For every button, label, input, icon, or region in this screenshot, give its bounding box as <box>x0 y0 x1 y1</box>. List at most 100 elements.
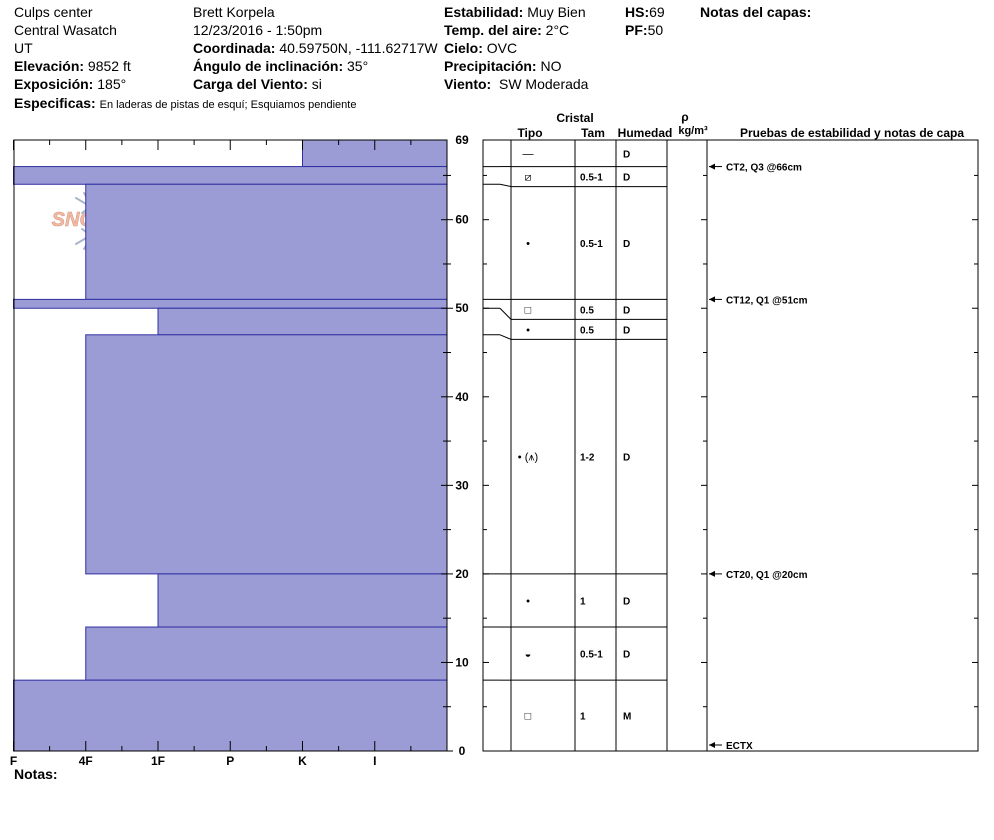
penetration-foot: PF:50 <box>625 21 663 39</box>
specifics-label: Especificas: <box>14 95 96 111</box>
elevation: Elevación: 9852 ft <box>14 57 131 75</box>
test-arrow <box>709 296 715 303</box>
crystal-type: ◒ <box>525 649 532 661</box>
sky: Cielo: OVC <box>444 39 517 57</box>
sky-label: Cielo: <box>444 40 483 56</box>
hs-value: 69 <box>649 4 665 20</box>
wind-load-label: Carga del Viento: <box>193 76 308 92</box>
hardness-tick-label: I <box>373 754 376 768</box>
type-header: Tipo <box>517 126 542 140</box>
hardness-bars <box>13 139 448 752</box>
layer-notes-label: Notas del capas: <box>700 4 812 20</box>
state: UT <box>14 40 33 56</box>
wind-load: Carga del Viento: si <box>193 75 322 93</box>
wind-value: SW Moderada <box>498 76 589 92</box>
hardness-tick-label: 1F <box>151 754 165 768</box>
layer-moisture: D <box>623 325 630 336</box>
precip-label: Precipitación: <box>444 58 537 74</box>
aspect-label: Exposición: <box>14 76 94 92</box>
snow-height: HS:69 <box>625 3 665 21</box>
test-arrow <box>709 570 715 577</box>
crystal-size: 0.5-1 <box>580 650 603 661</box>
depth-tick-label: 40 <box>455 390 469 404</box>
observation-datetime: 12/23/2016 - 1:50pm <box>193 22 323 38</box>
density-unit-header: kg/m³ <box>678 125 708 137</box>
test-label: CT20, Q1 @20cm <box>726 570 808 581</box>
observer-name: Brett Korpela <box>193 4 275 20</box>
hardness-tick-label: K <box>298 754 307 768</box>
air-temp-value: 2°C <box>545 22 570 38</box>
layer-moisture: D <box>623 305 630 316</box>
hardness-bar <box>85 334 448 575</box>
stability-label: Estabilidad: <box>444 4 524 20</box>
rho-header: ρ <box>681 110 688 124</box>
coordinates: Coordinada: 40.59750N, -111.62717W <box>193 39 438 57</box>
elevation-value: 9852 ft <box>87 58 131 74</box>
hs-label: HS: <box>625 4 650 20</box>
aspect-value: 185° <box>97 76 127 92</box>
hardness-bar <box>13 298 448 309</box>
wind-label: Viento: <box>444 76 492 92</box>
crystal-size: 0.5-1 <box>580 239 603 250</box>
incline-value: 35° <box>347 58 369 74</box>
coordinates-label: Coordinada: <box>193 40 276 56</box>
hardness-axis-labels: I K P 1F 4F F <box>10 754 377 768</box>
location-name: Culps center <box>14 4 93 20</box>
layer-moisture: D <box>623 149 630 160</box>
crystal-type: □ <box>525 304 532 316</box>
crystal-type: □ <box>525 711 532 723</box>
depth-tick-label: 50 <box>455 301 469 315</box>
depth-tick-label: 60 <box>455 213 469 227</box>
sky-value: OVC <box>486 40 518 56</box>
incline-label: Ángulo de inclinación: <box>193 58 344 74</box>
stability: Estabilidad: Muy Bien <box>444 3 586 21</box>
depth-axis-ticks <box>441 174 453 752</box>
notes-label: Notas: <box>14 766 58 782</box>
depth-tick-label: 69 <box>455 133 469 147</box>
layer-moisture: D <box>623 650 630 661</box>
tests-header: Pruebas de estabilidad y notas de capa <box>740 126 964 140</box>
test-arrow <box>709 163 715 170</box>
wind: Viento: SW Moderada <box>444 75 588 93</box>
test-label: CT12, Q1 @51cm <box>726 295 808 306</box>
crystal-size: 1-2 <box>580 453 595 464</box>
depth-tick-label: 30 <box>455 478 469 492</box>
layer-table-frame <box>482 139 979 752</box>
wind-load-value: si <box>311 76 322 92</box>
hardness-tick-label: P <box>226 754 234 768</box>
crystal-header: Cristal <box>556 111 593 125</box>
precip-value: NO <box>540 58 562 74</box>
layer-moisture: D <box>623 453 630 464</box>
crystal-size: 0.5 <box>580 305 594 316</box>
layer-moisture: D <box>623 239 630 250</box>
test-label: ECTX <box>726 741 753 752</box>
precipitation: Precipitación: NO <box>444 57 561 75</box>
hardness-bar <box>157 573 448 628</box>
crystal-size: 0.5 <box>580 325 594 336</box>
hardness-axis-ticks <box>13 140 412 751</box>
hardness-tick-label: F <box>10 754 17 768</box>
hardness-bar <box>13 166 448 185</box>
hardness-bar <box>85 183 448 300</box>
specifics: Especificas: En laderas de pistas de esq… <box>14 94 356 114</box>
table-depth-ticks <box>483 174 978 752</box>
layer-moisture: D <box>623 596 630 607</box>
stability-tests: CT2, Q3 @66cm CT12, Q1 @51cm CT20, Q1 @20c… <box>709 163 808 752</box>
pf-label: PF: <box>625 22 648 38</box>
depth-axis-labels: 0 10 20 30 40 50 60 69 <box>455 133 469 758</box>
crystal-type: • <box>526 324 530 336</box>
depth-tick-label: 0 <box>459 744 466 758</box>
pf-value: 50 <box>647 22 664 38</box>
depth-tick-label: 20 <box>455 567 469 581</box>
coordinates-value: 40.59750N, -111.62717W <box>279 40 438 56</box>
test-label: CT2, Q3 @66cm <box>726 163 802 174</box>
test-arrow <box>709 742 715 748</box>
layer-connector <box>499 334 512 340</box>
hardness-bar <box>13 679 448 752</box>
moisture-header: Humedad <box>618 126 673 140</box>
hardness-bar <box>157 307 448 336</box>
air-temp-label: Temp. del aire: <box>444 22 542 38</box>
size-header: Tam <box>581 126 605 140</box>
layer-table: Cristal Tipo Tam Humedad ρ kg/m³ Pruebas… <box>482 110 979 752</box>
